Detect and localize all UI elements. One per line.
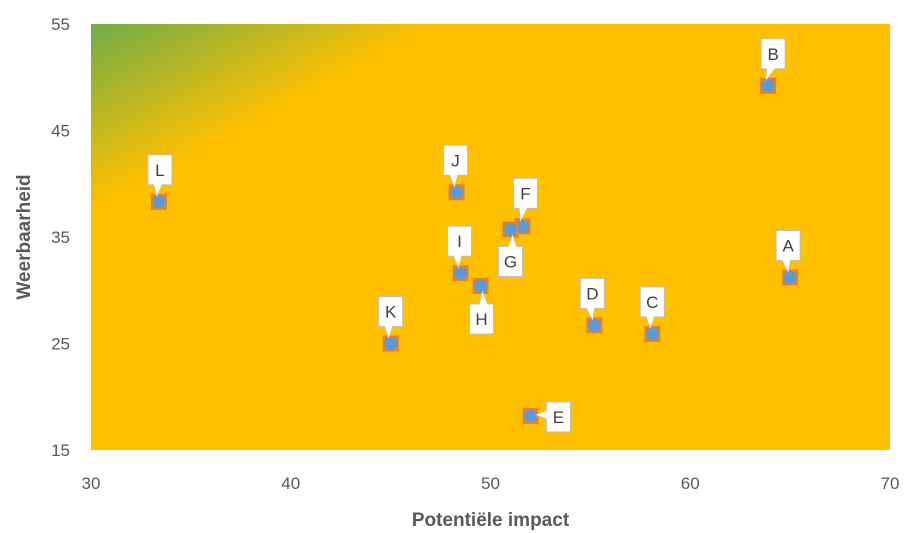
plot-area [91,24,890,450]
data-label-text: G [504,253,517,272]
data-label-text: K [385,303,397,322]
callout-box [378,296,404,327]
callout-box [545,401,571,433]
data-label-callout: L [147,154,173,198]
data-label-text: F [520,184,530,203]
data-points [150,77,799,424]
callout-pointer-fill [646,315,655,328]
callout-pointer-fill [153,183,162,196]
x-axis-title: Potentiële impact [412,510,570,531]
data-label-callout: A [775,229,801,274]
callout-pointer-fill [536,410,548,419]
data-label-text: I [457,232,462,251]
callout-pointer-fill [479,291,488,305]
data-label-callout: K [378,296,404,340]
callout-box [775,229,801,261]
callout-pointer-fill [766,67,776,80]
data-label-callout: H [469,290,495,335]
point-marker [645,327,659,341]
callout-box [443,144,469,176]
y-tick-label: 55 [51,15,70,34]
callout-box [469,303,495,335]
x-tick-label: 30 [82,474,101,493]
data-label-text: L [155,161,164,180]
callout-box [512,177,538,209]
data-label-text: E [553,408,564,427]
callout-box [497,246,523,278]
y-tick-label: 35 [51,228,70,247]
data-label-text: J [451,151,460,170]
axis-ticks: 30 40 50 60 70 15 25 35 45 55 [51,15,899,493]
point-marker [587,318,601,332]
data-label-text: A [782,236,794,255]
x-tick-label: 40 [281,474,300,493]
point-marker [384,337,398,350]
callout-pointer-fill [453,255,462,268]
data-label-callout: C [639,286,665,330]
x-tick-label: 70 [881,474,900,493]
callout-pointer-fill [586,307,595,320]
point-marker [761,79,775,93]
data-label-text: C [646,293,658,312]
point-marker [783,270,797,284]
data-label-text: B [767,45,778,64]
y-tick-label: 25 [51,335,70,354]
point-marker [450,185,464,199]
point-marker [523,409,537,423]
callout-pointer-fill [384,325,393,338]
data-label-text: H [475,310,487,329]
y-tick-label: 45 [51,122,70,141]
x-tick-label: 50 [481,474,500,493]
data-label-callout: J [443,144,469,188]
callout-pointer-fill [449,174,458,187]
point-marker [152,195,166,209]
data-label-callout: B [760,38,786,82]
data-label-text: D [586,284,598,303]
callout-box [760,38,786,70]
data-label-callout: F [512,177,538,223]
callout-pointer-fill [519,207,528,221]
data-label-callout: D [579,277,605,321]
y-axis-title: Weerbaarheid [14,174,35,299]
point-marker [474,279,488,293]
data-labels: A B C D E F G H I J K L [147,38,801,433]
x-tick-label: 60 [681,474,700,493]
data-label-callout: E [534,401,571,433]
point-marker [515,219,529,233]
y-tick-label: 15 [51,441,70,460]
callout-pointer-fill [782,259,791,272]
data-label-callout: I [447,225,473,269]
point-marker [503,223,517,237]
callout-box [639,286,665,318]
point-marker [454,266,468,280]
callout-box [579,277,605,309]
data-label-callout: G [497,233,523,278]
callout-pointer-fill [508,235,517,248]
callout-box [447,225,473,257]
